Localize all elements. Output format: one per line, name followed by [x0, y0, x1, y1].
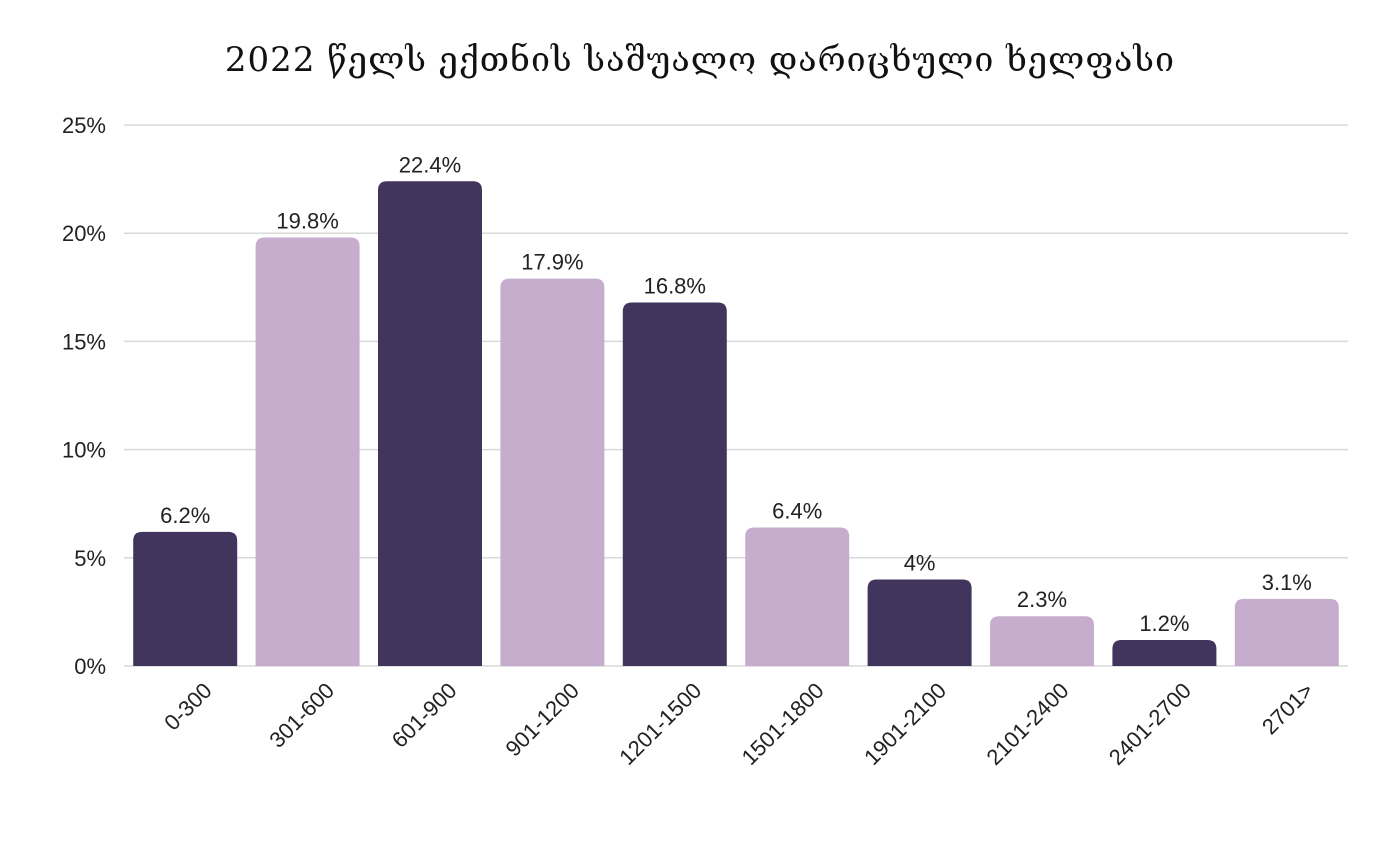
data-labels: 6.2% 19.8% 22.4% 17.9% 16.8% 6.4% 4% 2.3% 1.2% 3.…	[160, 152, 1312, 636]
bar-2101-2400	[990, 616, 1094, 666]
y-tick-label: 5%	[74, 546, 106, 571]
x-tick-label: 2401-2700	[1104, 678, 1196, 770]
data-label: 6.2%	[160, 503, 210, 528]
y-axis-ticks: 0% 5% 10% 15% 20% 25%	[62, 113, 106, 679]
x-tick-label: 2101-2400	[981, 678, 1073, 770]
data-label: 4%	[904, 550, 936, 575]
data-label: 19.8%	[276, 209, 338, 234]
data-label: 1.2%	[1139, 611, 1189, 636]
x-tick-label: 1201-1500	[614, 678, 706, 770]
data-label: 2.3%	[1017, 587, 1067, 612]
bar-2401-2700	[1112, 640, 1217, 666]
data-label: 16.8%	[644, 273, 706, 298]
chart-title: 2022 წელს ექთნის საშუალო დარიცხული ხელფა…	[224, 40, 1176, 80]
bar-1901-2100	[867, 579, 972, 666]
bar-2701>	[1234, 598, 1339, 666]
x-tick-label: 0-300	[159, 678, 216, 735]
bar-1501-1800	[745, 527, 850, 666]
x-tick-label: 1901-2100	[859, 678, 951, 770]
x-tick-label: 901-1200	[501, 678, 584, 761]
x-tick-label: 1501-1800	[737, 678, 829, 770]
bars	[133, 181, 1339, 666]
data-label: 3.1%	[1262, 570, 1312, 595]
data-label: 6.4%	[772, 499, 822, 524]
x-axis-ticks: 0-300 301-600 601-900 901-1200 1201-1500 1501…	[159, 678, 1318, 770]
y-tick-label: 20%	[62, 221, 106, 246]
data-label: 22.4%	[399, 152, 461, 177]
bar-901-1200	[500, 278, 605, 666]
x-tick-label: 601-900	[387, 678, 462, 753]
y-tick-label: 10%	[62, 438, 106, 463]
bar-601-900	[378, 181, 482, 666]
y-tick-label: 0%	[74, 654, 106, 679]
bar-1201-1500	[622, 302, 727, 666]
y-tick-label: 25%	[62, 113, 106, 138]
y-tick-label: 15%	[62, 329, 106, 354]
data-label: 17.9%	[521, 250, 583, 275]
bar-0-300	[133, 531, 238, 666]
x-tick-label: 301-600	[264, 678, 339, 753]
bar-301-600	[255, 237, 360, 666]
x-tick-label: 2701>	[1257, 678, 1318, 739]
